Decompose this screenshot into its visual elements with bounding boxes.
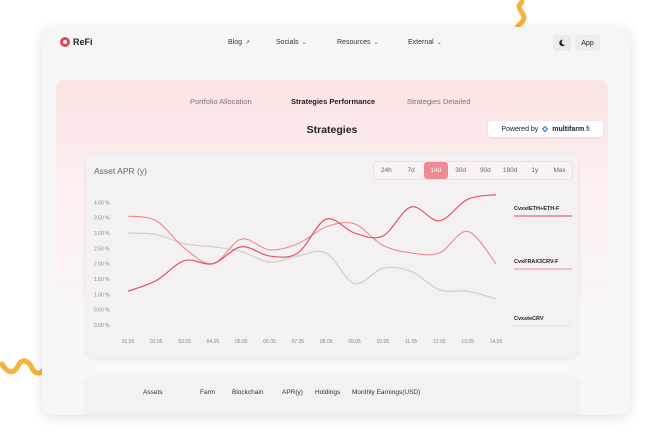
y-tick-label: 2.50 % (94, 246, 110, 252)
column-header-apr: APR(y) (282, 389, 303, 396)
y-tick-label: 4.00 % (94, 200, 110, 206)
range-button-7d[interactable]: 7d (407, 167, 415, 174)
y-tick-label: 2.00 % (94, 262, 110, 268)
app-button[interactable]: App (575, 35, 600, 51)
x-tick-label: 01.05 (122, 339, 135, 345)
legend-label: CvxFRAX3CRV-F (514, 259, 559, 265)
nav-item-blog[interactable]: Blog ↗ (228, 39, 250, 46)
y-tick-label: 1.50 % (94, 277, 110, 283)
chart-title: Asset APR (y) (94, 166, 147, 176)
nav-item-socials[interactable]: Socials ⌄ (276, 39, 307, 46)
powered-brand: multifarm (552, 125, 585, 133)
multifarm-logo-icon (542, 125, 549, 133)
powered-suffix: .fi (584, 125, 590, 133)
powered-prefix: Powered by (501, 125, 539, 133)
series-line-cvxfrax3crv-f (127, 215, 497, 265)
x-tick-label: 08.05 (320, 339, 333, 345)
time-range-selector: 24h 7d 14d 30d 90d 180d 1y Max (374, 162, 572, 179)
app-window: ReFi Blog ↗ Socials ⌄ Resources ⌄ Extern… (42, 27, 630, 415)
top-navigation-bar: ReFi Blog ↗ Socials ⌄ Resources ⌄ Extern… (42, 27, 630, 59)
x-tick-label: 11.05 (405, 339, 417, 345)
nav-label: Resources (337, 39, 371, 46)
y-tick-label: 0.50 % (94, 308, 110, 314)
y-tick-label: 0.00 % (94, 323, 110, 329)
x-tick-label: 02.05 (150, 339, 163, 345)
range-button-180d[interactable]: 180d (502, 167, 518, 174)
range-button-30d[interactable]: 30d (455, 167, 467, 174)
y-tick-label: 3.00 % (94, 231, 110, 237)
strategies-panel: Portfolio Allocation Strategies Performa… (56, 80, 608, 415)
apr-line-chart: 0.00 % 0.50 % 1.00 % 1.50 % 2.00 % 2.50 % 3.00… (94, 194, 572, 345)
column-header-assets: Assets (143, 389, 163, 396)
x-tick-label: 05.05 (235, 339, 248, 345)
column-header-holdings: Holdings (315, 389, 341, 396)
section-title: Strategies (306, 124, 358, 136)
tab-portfolio-allocation[interactable]: Portfolio Allocation (190, 97, 252, 106)
nav-label: External (408, 39, 434, 46)
chevron-down-icon: ⌄ (436, 40, 442, 46)
range-button-max[interactable]: Max (553, 167, 566, 174)
range-button-14d[interactable]: 14d (423, 162, 449, 179)
tab-strategies-performance[interactable]: Strategies Performance (291, 97, 376, 106)
x-tick-label: 03.05 (178, 339, 191, 345)
external-arrow-icon: ↗ (245, 40, 251, 46)
nav-label: Socials (276, 39, 299, 46)
series-line-cvxsteth-eth-f (127, 194, 497, 292)
x-tick-label: 13.05 (461, 339, 474, 345)
nav-label: Blog (228, 39, 243, 46)
asset-apr-chart-card: Asset APR (y) 24h 7d 14d 30d 90d 180d 1y Max 0.… (86, 154, 578, 358)
chevron-down-icon: ⌄ (373, 40, 379, 46)
tab-strategies-detailed[interactable]: Strategies Detailed (407, 97, 471, 106)
app-button-label: App (581, 39, 594, 47)
column-header-farm: Farm (200, 389, 216, 396)
y-tick-label: 1.00 % (94, 292, 110, 298)
nav-item-external[interactable]: External ⌄ (408, 39, 442, 46)
column-header-monthly-earnings: Monthly Earnings(USD) (352, 389, 421, 396)
powered-by-badge[interactable]: Powered by multifarm.fi (488, 121, 603, 137)
legend-label: CvxstETH+ETH-F (514, 206, 560, 212)
x-tick-label: 14.05 (490, 339, 503, 345)
brand-name: ReFi (73, 37, 93, 47)
y-tick-label: 3.50 % (94, 216, 110, 222)
x-tick-label: 06.05 (263, 339, 276, 345)
x-tick-label: 12.05 (433, 339, 446, 345)
theme-toggle-button[interactable] (553, 35, 571, 51)
column-header-blockchain: Blockchain (232, 389, 264, 396)
chevron-down-icon: ⌄ (301, 40, 307, 46)
brand-logo[interactable]: ReFi (60, 37, 93, 47)
legend-label: CvxsteCRV (514, 316, 544, 322)
x-tick-label: 07.05 (292, 339, 305, 345)
x-tick-label: 10.05 (377, 339, 390, 345)
strategies-table: Assets Farm Blockchain APR(y) Holdings M… (86, 376, 578, 415)
decorative-squiggle-left (0, 358, 48, 376)
range-button-90d[interactable]: 90d (479, 167, 491, 174)
moon-icon (559, 39, 566, 47)
x-tick-label: 04.05 (207, 339, 220, 345)
range-button-1y[interactable]: 1y (531, 167, 539, 174)
range-button-24h[interactable]: 24h (380, 167, 392, 174)
series-line-cvxstecrv (127, 232, 497, 300)
refi-logo-icon (60, 37, 70, 47)
nav-item-resources[interactable]: Resources ⌄ (337, 39, 379, 46)
x-tick-label: 09.05 (348, 339, 361, 345)
